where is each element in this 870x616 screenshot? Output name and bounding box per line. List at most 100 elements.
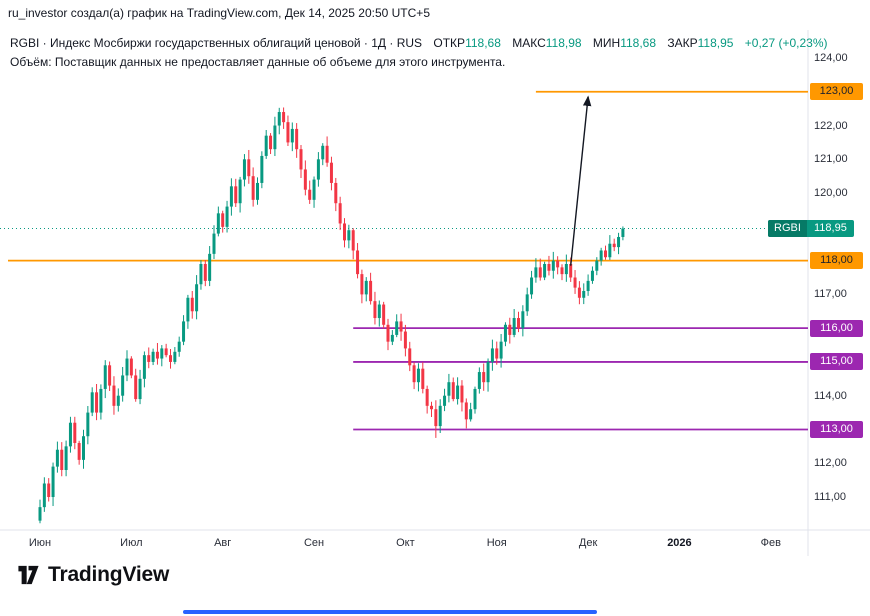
price-level-badge-118[interactable]: 118,00 xyxy=(810,252,863,270)
time-label-Сен: Сен xyxy=(303,537,325,549)
time-label-Ноя: Ноя xyxy=(486,537,507,549)
candle-body xyxy=(430,405,433,410)
candle-body xyxy=(351,230,355,251)
candle-body xyxy=(312,179,316,200)
price-tick-121: 121,00 xyxy=(814,153,848,166)
candle-body xyxy=(617,236,621,248)
candle-body xyxy=(147,355,151,362)
candle-body xyxy=(234,186,238,204)
candle-body xyxy=(364,280,368,295)
price-tick-112: 112,00 xyxy=(814,457,847,470)
candle-body xyxy=(456,385,460,400)
candle-body xyxy=(556,260,560,268)
candle-body xyxy=(399,321,403,332)
candle-body xyxy=(269,135,273,150)
candle-body xyxy=(212,233,216,254)
candle-body xyxy=(103,365,107,389)
candle-body xyxy=(134,375,138,400)
candle-body xyxy=(438,405,442,427)
candle-body xyxy=(229,186,233,207)
price-tick-117: 117,00 xyxy=(814,288,847,301)
candle-body xyxy=(564,263,568,275)
time-label-Фев: Фев xyxy=(760,537,781,549)
candle-body xyxy=(525,294,529,312)
ohlc-open-label: ОТКР xyxy=(433,36,466,50)
candle-body xyxy=(186,297,190,322)
price-level-badge-113[interactable]: 113,00 xyxy=(810,420,863,438)
change-value: +0,27 (+0,23%) xyxy=(744,36,828,50)
ohlc-low-label: МИН xyxy=(592,36,621,50)
candle-body xyxy=(247,159,251,177)
candle-body xyxy=(517,318,520,329)
candle-body xyxy=(216,213,220,234)
price-tick-111: 111,00 xyxy=(814,491,847,503)
symbol-title[interactable]: RGBI · Индекс Мосбиржи государственных о… xyxy=(10,36,423,50)
candle-body xyxy=(573,277,577,288)
candles xyxy=(38,107,625,524)
candle-body xyxy=(142,355,146,379)
price-tick-122: 122,00 xyxy=(814,119,848,132)
volume-note: Объём: Поставщик данных не предоставляет… xyxy=(10,55,506,69)
candle-body xyxy=(403,331,407,349)
candle-body xyxy=(325,145,329,163)
time-label-Июл: Июл xyxy=(120,537,143,549)
candle-body xyxy=(108,365,112,386)
candle-body xyxy=(434,409,438,427)
candle-body xyxy=(169,355,172,362)
price-tick-114: 114,00 xyxy=(814,389,847,402)
current-price-badge-value: 118,95 xyxy=(813,222,847,235)
candle-body xyxy=(373,301,377,319)
candle-body xyxy=(321,145,325,160)
candle-body xyxy=(95,392,99,413)
candle-body xyxy=(460,385,464,403)
candle-body xyxy=(273,125,277,150)
candle-body xyxy=(569,263,573,278)
candle-body xyxy=(68,422,72,447)
candle-body xyxy=(447,382,451,396)
candle-body xyxy=(608,243,612,258)
price-level-badge-115[interactable]: 115,00 xyxy=(810,353,863,371)
candle-body xyxy=(586,280,590,292)
candle-body xyxy=(303,169,307,190)
candle-body xyxy=(151,351,155,362)
candle-body xyxy=(499,341,503,359)
candle-body xyxy=(251,176,255,200)
tradingview-watermark[interactable]: TradingView xyxy=(16,563,169,587)
legend-row-main[interactable]: RGBI · Индекс Мосбиржи государственных о… xyxy=(10,34,828,53)
current-price-badge[interactable]: RGBI 118,95 xyxy=(768,220,854,238)
candle-body xyxy=(242,159,246,180)
candle-body xyxy=(73,422,77,443)
price-level-badge-123[interactable]: 123,00 xyxy=(810,83,863,101)
candle-body xyxy=(473,388,477,410)
candle-body xyxy=(334,182,338,204)
price-level-badge-116[interactable]: 116,00 xyxy=(810,319,863,337)
watermark-label: TradingView xyxy=(48,563,170,586)
candle-body xyxy=(538,267,542,278)
candle-body xyxy=(82,436,85,460)
candle-body xyxy=(390,334,394,342)
ohlc-high-label: МАКС xyxy=(512,36,546,50)
ohlc-open-value: 118,68 xyxy=(465,36,501,50)
candle-body xyxy=(425,388,429,406)
bottom-progress-bar xyxy=(183,610,597,614)
candle-body xyxy=(60,449,64,470)
candle-body xyxy=(308,189,312,200)
tradingview-logo-icon xyxy=(18,565,39,585)
time-label-Авг: Авг xyxy=(214,537,232,549)
candle-body xyxy=(160,348,164,359)
candle-body xyxy=(347,230,351,241)
candle-body xyxy=(343,223,346,241)
candle-body xyxy=(99,388,103,413)
candle-body xyxy=(543,263,547,278)
candle-body xyxy=(534,267,538,278)
candle-body xyxy=(86,412,90,437)
trend-arrow-annotation[interactable] xyxy=(570,95,592,266)
legend-row-volume[interactable]: Объём: Поставщик данных не предоставляет… xyxy=(10,53,828,72)
candle-body xyxy=(112,385,116,406)
candle-body xyxy=(121,375,125,396)
candle-body xyxy=(295,128,299,150)
candle-body xyxy=(582,291,586,298)
candle-body xyxy=(282,112,286,123)
